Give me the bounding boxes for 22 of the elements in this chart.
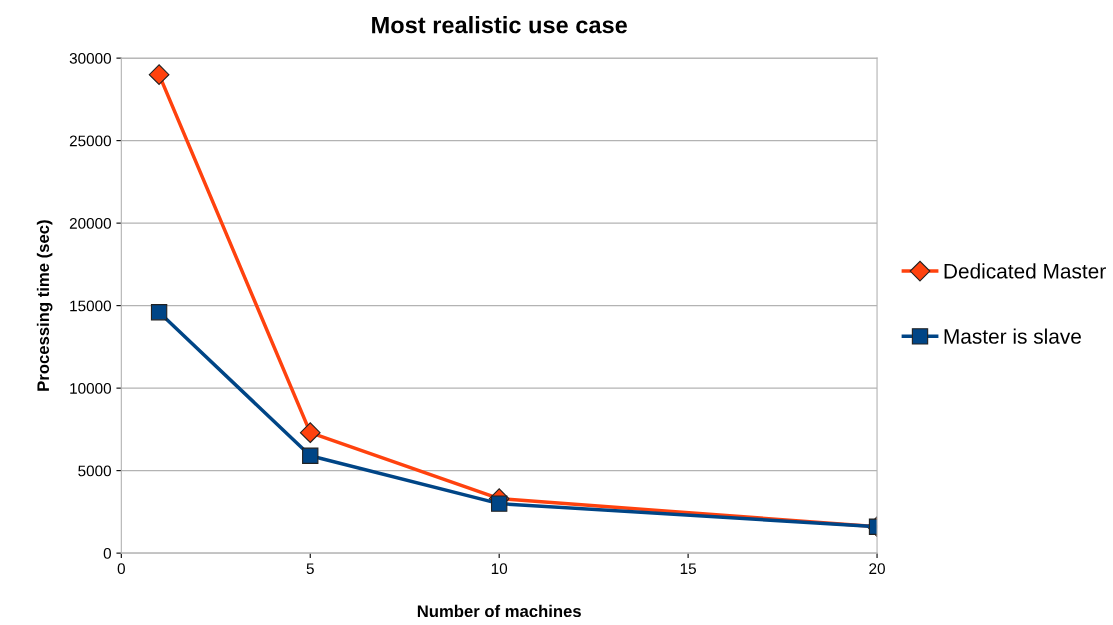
x-tick-label: 0 [117, 563, 125, 575]
x-tick-label: 15 [680, 563, 696, 575]
y-tick-label: 30000 [69, 52, 111, 64]
y-tick-label: 15000 [70, 300, 111, 312]
point [299, 422, 321, 444]
y-axis-title: Processing time (sec) [36, 220, 53, 391]
x-tick-label: 5 [306, 563, 314, 575]
y-tick-label: 20000 [69, 217, 111, 229]
x-axis-title: Number of machines [417, 604, 581, 618]
point [490, 495, 508, 512]
y-tick-label: 0 [103, 547, 111, 559]
legend-label: Master is slave [944, 328, 1081, 344]
y-tick-label: 5000 [78, 465, 111, 477]
y-tick-label: 25000 [69, 135, 111, 147]
legend-label: Dedicated Master [944, 263, 1106, 279]
point [302, 447, 319, 464]
point [148, 64, 170, 86]
y-tick-label: 10000 [70, 382, 111, 394]
x-tick-label: 20 [869, 563, 885, 575]
chart-title: Most realistic use case [372, 16, 627, 34]
x-tick-label: 10 [491, 563, 508, 575]
point [150, 304, 168, 321]
